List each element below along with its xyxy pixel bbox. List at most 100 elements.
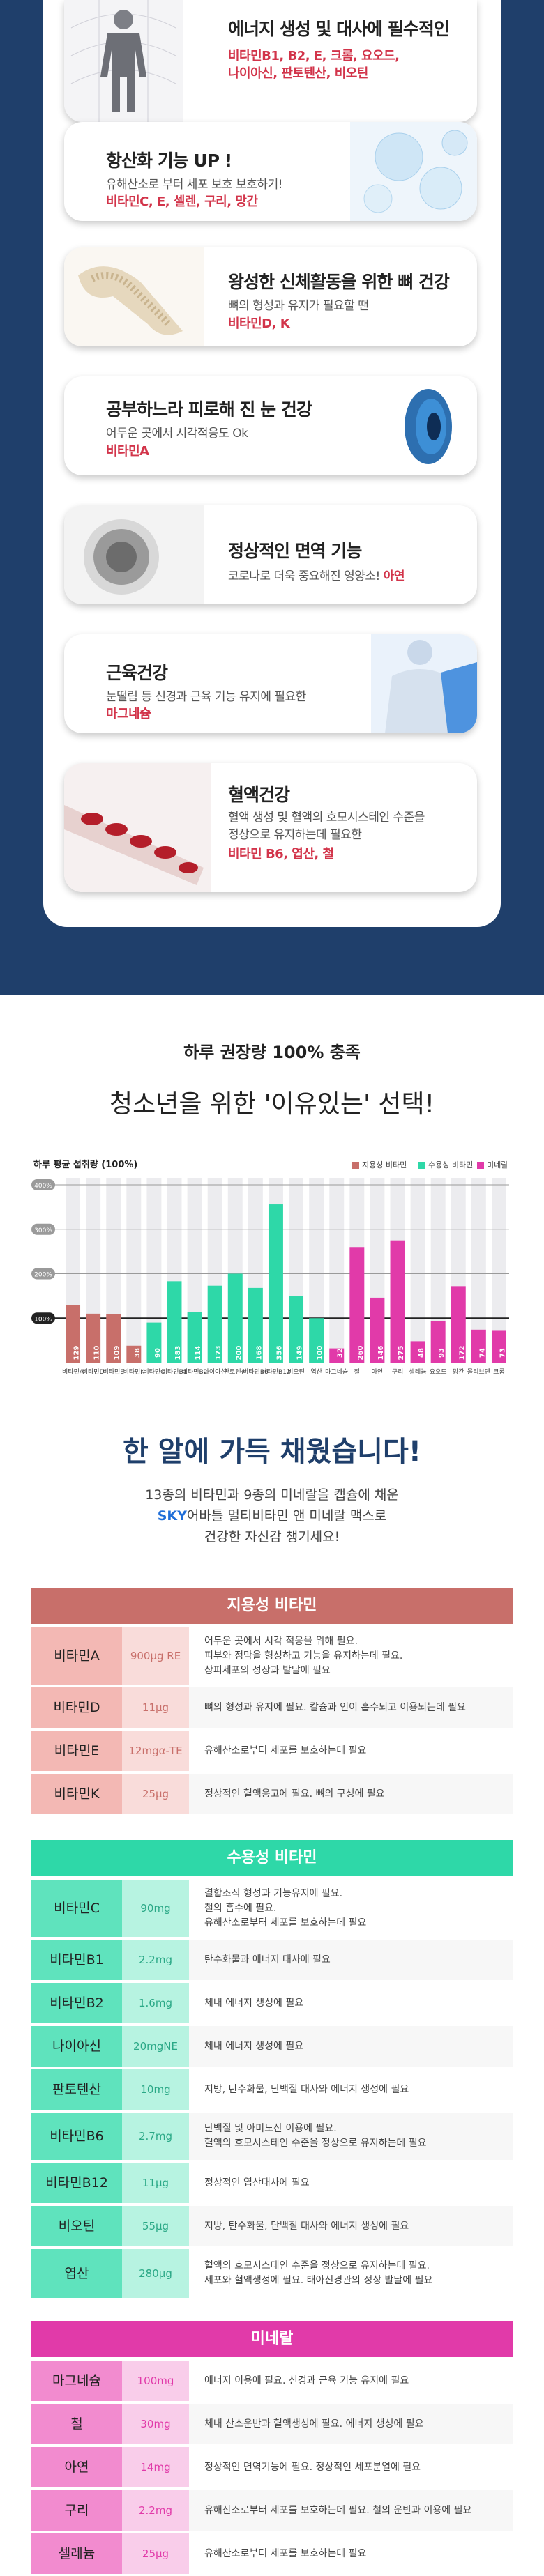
nutrient-amount: 30mg (122, 2404, 189, 2444)
bar (349, 1247, 365, 1363)
bar-value-label: 173 (215, 1346, 222, 1360)
nutrient-amount: 10mg (122, 2069, 189, 2110)
x-tick-label: 철 (354, 1368, 360, 1376)
nutrient-name: 셀레늄 (31, 2533, 122, 2574)
x-tick-label: 비타민B12 (261, 1368, 290, 1376)
x-tick-label: 비타민B2 (182, 1368, 208, 1376)
x-tick-label: 몰리브덴 (467, 1368, 490, 1376)
nutrient-name: 철 (31, 2404, 122, 2444)
nutrient-amount: 2.2mg (122, 1940, 189, 1980)
y-tick-badge (31, 1179, 55, 1190)
bar-value-label: 38 (134, 1348, 142, 1358)
benefit-desc: 어두운 곳에서 시각적응도 Ok (106, 427, 248, 440)
bar (451, 1286, 466, 1363)
y-tick-badge (31, 1268, 55, 1280)
y-tick-label: 100% (34, 1316, 52, 1323)
nutrient-name: 비타민B2 (31, 1983, 122, 2023)
legend-mineral: 미네랄 (477, 1159, 508, 1170)
table-row: 아연 14mg 정상적인 면역기능에 필요. 정상적인 세포분열에 필요 (31, 2447, 513, 2487)
benefit-energy: 에너지 생성 및 대사에 필수적인 비타민B1, B2, E, 크롬, 요오드,… (64, 0, 477, 122)
benefit-title: 에너지 생성 및 대사에 필수적인 (228, 19, 450, 39)
nutrient-name: 판토텐산 (31, 2069, 122, 2110)
table-row: 비타민B2 1.6mg 체내 에너지 생성에 필요 (31, 1983, 513, 2023)
nutrient-amount: 25μg (122, 1774, 189, 1814)
bar (207, 1285, 222, 1363)
blood-vessel-icon (64, 763, 211, 892)
nutrient-amount: 1.6mg (122, 1983, 189, 2023)
y-tick-label: 200% (34, 1272, 52, 1279)
headline-sub: 하루 권장량 100% 충족 (183, 1043, 361, 1062)
bar (471, 1329, 486, 1363)
table-row: 판토텐산 10mg 지방, 탄수화물, 단백질 대사와 에너지 생성에 필요 (31, 2069, 513, 2110)
nutrient-amount: 900μg RE (122, 1627, 189, 1685)
benefit-immune: 정상적인 면역 기능 코로나로 더욱 중요해진 영양소! 아연 (64, 505, 477, 604)
bar-value-label: 114 (195, 1346, 202, 1360)
bar-background (430, 1178, 446, 1363)
table-row: 나이아신 20mgNE 체내 에너지 생성에 필요 (31, 2026, 513, 2067)
nutrient-name: 비타민B12 (31, 2163, 122, 2203)
y-tick-label: 400% (34, 1183, 52, 1190)
intake-chart: 100% 200% 300% 400% 129 비타민A 110 비타민D 109 비타민E 38 비… (31, 1178, 509, 1376)
bar (66, 1305, 81, 1363)
nutrient-name: 비타민C (31, 1880, 122, 1937)
x-tick-label: 엽산 (310, 1368, 322, 1376)
benefit-desc: 혈액 생성 및 혈액의 호모시스테인 수준을 정상으로 유지하는데 필요한 (228, 811, 425, 842)
bar (289, 1296, 304, 1363)
bar (390, 1240, 405, 1363)
nutrient-description: 지방, 탄수화물, 단백질 대사와 에너지 생성에 필요 (204, 2083, 409, 2095)
nutrient-name: 나이아신 (31, 2026, 122, 2067)
nutrient-name: 비타민K (31, 1774, 122, 1814)
bar (106, 1314, 121, 1363)
benefit-vitamins: 비타민A (106, 444, 149, 459)
summary-title: 한 알에 가득 채웠습니다! (122, 1436, 422, 1468)
benefit-vitamins: 비타민B1, B2, E, 크롬, 요오드, 나이아신, 판토텐산, 비오틴 (228, 49, 400, 81)
x-tick-label: 나이아신 (204, 1368, 227, 1376)
nutrient-amount: 55μg (122, 2206, 189, 2246)
nutrient-amount: 2.7mg (122, 2113, 189, 2160)
x-tick-label: 요오드 (430, 1368, 447, 1376)
headline-main: 청소년을 위한 '이유있는' 선택! (109, 1090, 435, 1119)
y-tick-label: 300% (34, 1227, 52, 1234)
nutrient-description: 체내 에너지 생성에 필요 (204, 2040, 304, 2052)
nutrient-amount: 11μg (122, 1687, 189, 1728)
nutrient-amount: 11μg (122, 2163, 189, 2203)
benefit-bone: 왕성한 신체활동을 위한 뼈 건강 뼈의 형성과 유지가 필요할 땐 비타민D,… (64, 247, 477, 346)
nutrient-name: 비타민E (31, 1731, 122, 1771)
nutrient-name: 구리 (31, 2490, 122, 2531)
bar-value-label: 48 (418, 1348, 425, 1358)
table-row: 비타민A 900μg RE 어두운 곳에서 시각 적응을 위해 필요. 피부와 점막… (31, 1627, 513, 1685)
table-row: 비타민D 11μg 뼈의 형성과 유지에 필요. 칼슘과 인이 흡수되고 이용되는데… (31, 1687, 513, 1728)
nutrient-description: 정상적인 면역기능에 필요. 정상적인 세포분열에 필요 (204, 2461, 421, 2473)
benefit-vitamins: 비타민C, E, 셀렌, 구리, 망간 (106, 194, 258, 209)
bar (268, 1204, 283, 1363)
nutrient-name: 비타민B6 (31, 2113, 122, 2160)
benefit-vitamins: 비타민 B6, 엽산, 철 (228, 847, 334, 861)
x-tick-label: 비타민E (103, 1368, 124, 1376)
bar-value-label: 129 (73, 1346, 81, 1360)
nutrient-description: 유해산소로부터 세포를 보호하는데 필요 (204, 2547, 367, 2559)
bar-value-label: 356 (275, 1346, 283, 1360)
nutrient-description: 어두운 곳에서 시각 적응을 위해 필요. 피부와 점막을 형성하고 기능을 유… (204, 1635, 403, 1676)
benefit-title: 항산화 기능 UP ! (106, 151, 232, 171)
benefit-title: 왕성한 신체활동을 위한 뼈 건강 (228, 272, 450, 292)
bar (491, 1330, 506, 1363)
benefit-blood: 혈액건강 혈액 생성 및 혈액의 호모시스테인 수준을 정상으로 유지하는데 필… (64, 763, 477, 892)
table-row: 철 30mg 체내 산소운반과 혈액생성에 필요. 에너지 생성에 필요 (31, 2404, 513, 2444)
legend-fat: 지용성 비타민 (352, 1159, 407, 1170)
bar-value-label: 109 (114, 1346, 121, 1360)
fat-soluble-header: 지용성 비타민 (31, 1588, 513, 1624)
y-tick-badge (31, 1312, 55, 1324)
bar-value-label: 74 (478, 1348, 486, 1358)
benefit-desc: 뼈의 형성과 유지가 필요할 땐 (228, 299, 369, 313)
x-tick-label: 비타민B6 (243, 1368, 269, 1376)
bar (410, 1341, 425, 1363)
nutrient-description: 결합조직 형성과 기능유지에 필요. 철의 흡수에 필요. 유해산소로부터 세포… (204, 1887, 367, 1929)
bar-value-label: 73 (499, 1348, 506, 1358)
bar-value-label: 93 (438, 1348, 446, 1358)
x-tick-label: 비타민C (143, 1368, 165, 1376)
benefit-muscle: 근육건강 눈떨림 등 신경과 근육 기능 유지에 필요한 마그네슘 (64, 634, 477, 733)
benefit-desc: 눈떨림 등 신경과 근육 기능 유지에 필요한 (106, 690, 306, 704)
benefit-vitamins: 아연 (383, 569, 405, 583)
bar (309, 1318, 324, 1363)
x-tick-label: 비타민B1 (162, 1368, 188, 1376)
